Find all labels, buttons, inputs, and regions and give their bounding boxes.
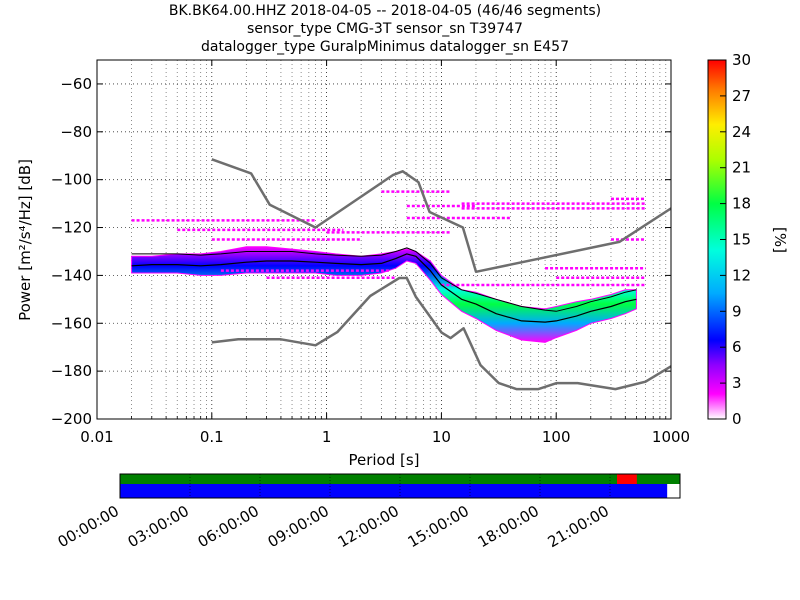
coverage-data-strip	[120, 484, 668, 498]
coverage-ok-strip	[120, 474, 680, 484]
colorbar-tick-label: 3	[732, 374, 742, 392]
coverage-tick-label: 21:00:00	[545, 502, 612, 551]
x-tick-label: 1	[322, 428, 332, 446]
coverage-tick-label: 06:00:00	[195, 502, 262, 551]
percentile-line	[131, 247, 637, 312]
y-tick-label: −140	[51, 266, 92, 284]
coverage-tick-label: 12:00:00	[335, 502, 402, 551]
y-tick-label: −160	[51, 314, 92, 332]
y-tick-label: −120	[51, 219, 92, 237]
ppsd-heatmap	[131, 246, 637, 343]
colorbar-tick-label: 18	[732, 195, 751, 213]
colorbar-label: [%]	[771, 227, 789, 253]
y-tick-label: −100	[51, 171, 92, 189]
coverage-tick-label: 00:00:00	[55, 502, 122, 551]
mode-line	[131, 253, 637, 323]
x-tick-label: 1000	[652, 428, 690, 446]
title-line-1: BK.BK64.00.HHZ 2018-04-05 -- 2018-04-05 …	[168, 3, 602, 19]
axis-ticks: 0.01 0.1 1 10 100 1000 −200 −180 −160 −140 −120 −10…	[51, 60, 690, 446]
title-line-2: sensor_type CMG-3T sensor_sn T39747	[247, 21, 523, 37]
coverage-bar: 00:00:00 03:00:00 06:00:00 09:00:00 12:00:00…	[55, 473, 681, 551]
coverage-gap	[617, 474, 637, 484]
coverage-tick-label: 09:00:00	[265, 502, 332, 551]
coverage-tick-label: 15:00:00	[405, 502, 472, 551]
colorbar-tick-label: 9	[732, 302, 742, 320]
x-tick-label: 10	[432, 428, 451, 446]
grid-lines	[96, 60, 671, 420]
colorbar-tick-label: 15	[732, 231, 751, 249]
x-axis-label: Period [s]	[348, 451, 419, 469]
colorbar-tick-label: 21	[732, 159, 751, 177]
x-tick-label: 100	[542, 428, 571, 446]
x-tick-label: 0.01	[80, 428, 113, 446]
colorbar-tick-label: 12	[732, 266, 751, 284]
scatter-traces	[131, 190, 646, 287]
new-low-noise-model-line	[211, 276, 671, 391]
colorbar-tick-label: 24	[732, 123, 751, 141]
y-tick-label: −60	[60, 75, 92, 93]
y-tick-label: −200	[51, 410, 92, 428]
coverage-tick-label: 18:00:00	[475, 502, 542, 551]
colorbar-tick-label: 6	[732, 338, 742, 356]
mode-band	[131, 246, 637, 343]
y-tick-label: −180	[51, 362, 92, 380]
colorbar-tick-label: 0	[732, 410, 742, 428]
y-tick-label: −80	[60, 123, 92, 141]
y-axis-label: Power [m²/s⁴/Hz] [dB]	[16, 159, 34, 321]
colorbar-ticks: 0 3 6 9 12 15 18 21 24 27 30	[720, 51, 751, 428]
x-tick-label: 0.1	[200, 428, 224, 446]
colorbar-tick-label: 30	[732, 51, 751, 69]
new-high-noise-model-line	[211, 158, 671, 274]
colorbar-tick-label: 27	[732, 87, 751, 105]
plot-frame	[96, 59, 672, 420]
model-lines	[131, 158, 671, 391]
coverage-tick-label: 03:00:00	[125, 502, 192, 551]
title-line-3: datalogger_type GuralpMinimus datalogger…	[201, 39, 569, 55]
